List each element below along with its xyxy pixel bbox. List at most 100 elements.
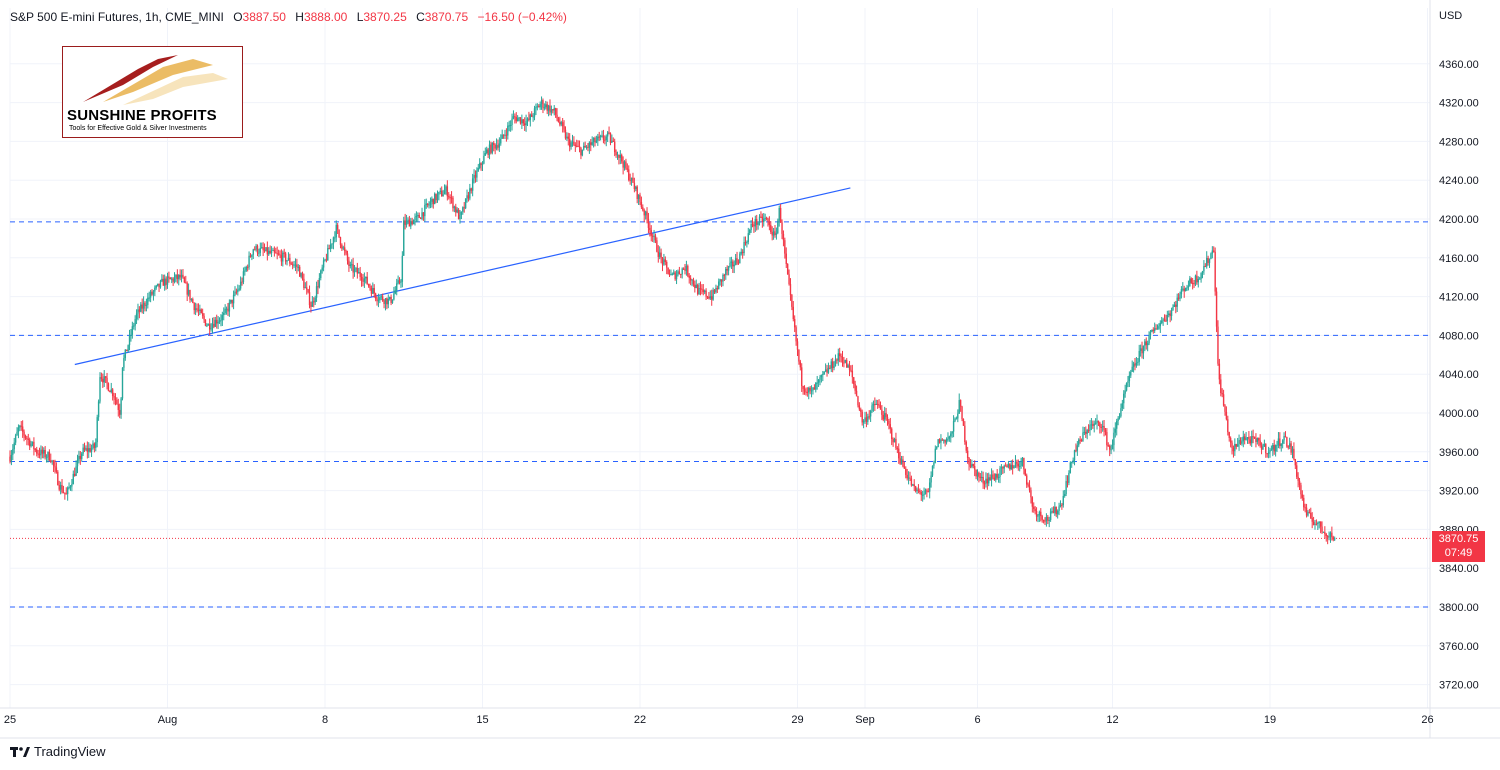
candle-body: [377, 300, 380, 302]
candle-body: [111, 389, 114, 396]
candle-body: [1092, 424, 1094, 426]
y-tick-label: 4000.00: [1439, 408, 1479, 420]
candle-body: [900, 459, 903, 464]
candle-body: [1193, 283, 1195, 285]
candle-body: [666, 262, 668, 268]
candle-body: [484, 153, 487, 156]
candle-body: [727, 266, 730, 271]
x-tick-label: 22: [634, 714, 646, 726]
candle-body: [214, 319, 217, 327]
candle-body: [1231, 442, 1233, 449]
candle-body: [291, 264, 294, 266]
candle-body: [584, 145, 586, 148]
candle-body: [777, 220, 779, 234]
candle-body: [613, 141, 616, 153]
candle-body: [24, 435, 27, 438]
candle-body: [732, 261, 734, 267]
candle-body: [556, 114, 558, 119]
candle-body: [719, 279, 721, 282]
candle-body: [955, 418, 958, 420]
candle-body: [211, 323, 214, 329]
candle-body: [1044, 521, 1046, 523]
candle-body: [1177, 297, 1180, 299]
candle-body: [1169, 313, 1171, 316]
candle-body: [471, 178, 474, 191]
candle-body: [547, 105, 550, 111]
candle-body: [48, 452, 51, 461]
candle-body: [268, 250, 270, 255]
candle-body: [45, 456, 48, 458]
candle-body: [802, 386, 804, 389]
candle-body: [1328, 536, 1330, 538]
candle-body: [723, 274, 726, 276]
candle-body: [1124, 390, 1126, 394]
candle-body: [689, 277, 692, 281]
candle-body: [982, 476, 984, 484]
candle-body: [1017, 463, 1019, 467]
candle-body: [453, 206, 456, 209]
candle-body: [194, 308, 197, 311]
candle-body: [519, 117, 522, 124]
symbol-title[interactable]: S&P 500 E-mini Futures, 1h, CME_MINI: [10, 10, 224, 24]
candle-body: [1051, 511, 1053, 513]
y-tick-label: 4240.00: [1439, 175, 1479, 187]
candle-body: [469, 188, 471, 199]
candle-body: [1200, 273, 1202, 279]
candle-body: [1113, 432, 1115, 446]
candle-body: [940, 439, 942, 443]
x-tick-label: 6: [974, 714, 980, 726]
candle-body: [107, 383, 110, 391]
candle-body: [815, 382, 817, 390]
candle-body: [253, 249, 256, 251]
candle-body: [443, 190, 446, 195]
candle-body: [988, 477, 990, 484]
candle-body: [95, 442, 97, 448]
candle-body: [140, 304, 142, 312]
candle-body: [508, 125, 510, 127]
candle-body: [962, 418, 965, 426]
candle-body: [516, 118, 519, 122]
candle-body: [1260, 445, 1263, 450]
candle-body: [801, 367, 803, 387]
candle-body: [1030, 490, 1032, 498]
candle-body: [1093, 423, 1095, 426]
candle-body: [630, 177, 633, 181]
candle-body: [1303, 497, 1305, 508]
candle-body: [1035, 510, 1038, 517]
candle-body: [1304, 507, 1306, 509]
candle-body: [321, 267, 323, 271]
candle-body: [945, 438, 948, 443]
candle-body: [677, 271, 679, 275]
candle-body: [294, 264, 297, 266]
candle-body: [144, 302, 146, 306]
candle-body: [820, 374, 823, 378]
candle-body: [1308, 512, 1311, 514]
candle-body: [885, 413, 887, 418]
candle-body: [75, 466, 77, 476]
trendline[interactable]: [74, 187, 851, 366]
candle-body: [1236, 444, 1239, 447]
candle-body: [768, 221, 771, 225]
candle-body: [314, 297, 316, 303]
candle-body: [1078, 439, 1080, 446]
candle-body: [1040, 511, 1042, 517]
candle-body: [604, 139, 606, 141]
candle-body: [422, 212, 425, 217]
candle-body: [345, 250, 347, 254]
candle-body: [1125, 382, 1128, 391]
candle-body: [425, 203, 427, 206]
tradingview-brand[interactable]: TradingView: [10, 744, 106, 759]
candle-body: [1253, 436, 1256, 439]
candle-body: [919, 490, 921, 493]
candle-body: [59, 485, 62, 490]
currency-label[interactable]: USD: [1439, 10, 1463, 22]
candle-body: [242, 271, 245, 283]
candle-body: [110, 389, 112, 393]
candle-body: [176, 274, 179, 280]
candle-body: [1281, 440, 1284, 444]
candle-body: [1324, 531, 1326, 535]
candle-body: [740, 251, 742, 254]
candle-body: [601, 135, 603, 137]
candle-body: [238, 288, 240, 290]
